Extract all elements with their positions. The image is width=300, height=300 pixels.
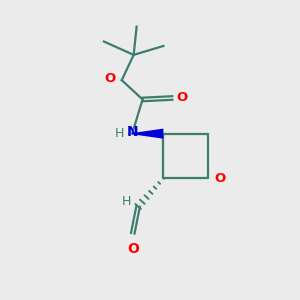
Text: N: N [126,124,138,139]
Text: H: H [122,195,132,208]
Text: H: H [115,127,124,140]
Polygon shape [132,129,164,139]
Text: O: O [104,72,115,85]
Text: O: O [214,172,226,185]
Text: O: O [127,242,139,256]
Text: O: O [177,92,188,104]
